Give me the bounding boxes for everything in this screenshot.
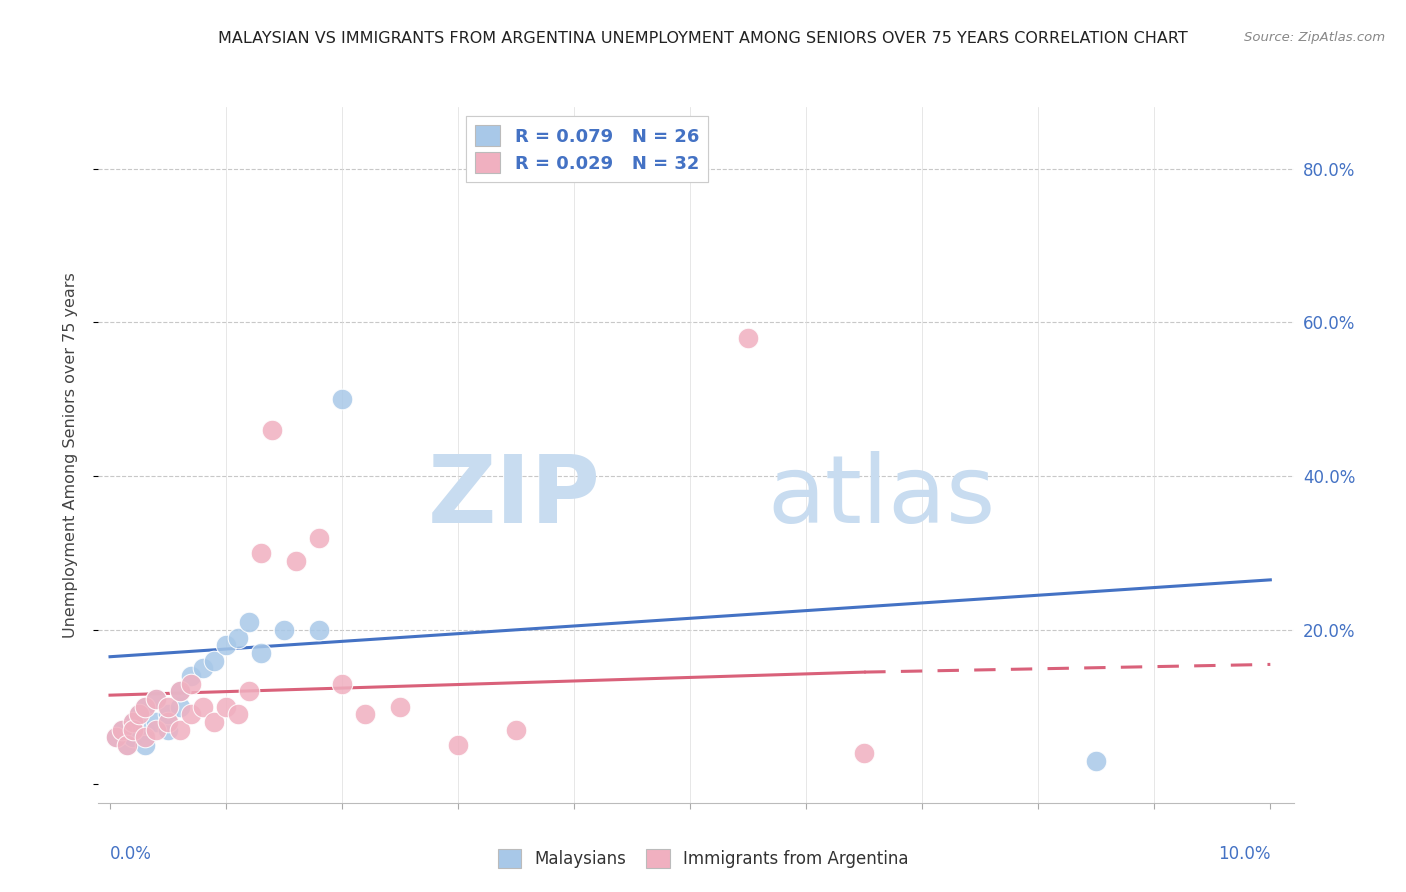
- Text: 10.0%: 10.0%: [1218, 845, 1270, 863]
- Point: [330, 676, 353, 690]
- Point: [111, 723, 134, 737]
- Point: [145, 723, 167, 737]
- Point: [111, 723, 134, 737]
- Point: [284, 554, 307, 568]
- Point: [128, 707, 150, 722]
- Point: [238, 684, 260, 698]
- Point: [128, 707, 150, 722]
- Point: [122, 731, 145, 745]
- Point: [737, 331, 759, 345]
- Point: [1085, 754, 1108, 768]
- Point: [447, 738, 470, 752]
- Point: [389, 699, 412, 714]
- Point: [191, 661, 214, 675]
- Point: [122, 715, 145, 730]
- Point: [157, 715, 180, 730]
- Point: [226, 631, 249, 645]
- Point: [853, 746, 876, 760]
- Point: [134, 723, 156, 737]
- Text: 0.0%: 0.0%: [110, 845, 152, 863]
- Point: [134, 699, 156, 714]
- Point: [157, 699, 180, 714]
- Point: [250, 646, 273, 660]
- Point: [145, 715, 167, 730]
- Point: [330, 392, 353, 407]
- Legend: R = 0.079   N = 26, R = 0.029   N = 32: R = 0.079 N = 26, R = 0.029 N = 32: [465, 116, 709, 182]
- Point: [505, 723, 527, 737]
- Point: [145, 692, 167, 706]
- Point: [134, 699, 156, 714]
- Y-axis label: Unemployment Among Seniors over 75 years: Unemployment Among Seniors over 75 years: [63, 272, 77, 638]
- Point: [215, 699, 238, 714]
- Legend: Malaysians, Immigrants from Argentina: Malaysians, Immigrants from Argentina: [491, 842, 915, 875]
- Point: [157, 707, 180, 722]
- Point: [180, 669, 202, 683]
- Point: [169, 723, 191, 737]
- Point: [238, 615, 260, 629]
- Text: MALAYSIAN VS IMMIGRANTS FROM ARGENTINA UNEMPLOYMENT AMONG SENIORS OVER 75 YEARS : MALAYSIAN VS IMMIGRANTS FROM ARGENTINA U…: [218, 31, 1188, 46]
- Point: [308, 623, 330, 637]
- Point: [104, 731, 127, 745]
- Point: [169, 684, 191, 698]
- Point: [250, 546, 273, 560]
- Point: [226, 707, 249, 722]
- Point: [215, 638, 238, 652]
- Point: [134, 738, 156, 752]
- Point: [262, 423, 284, 437]
- Point: [354, 707, 377, 722]
- Point: [169, 684, 191, 698]
- Point: [180, 707, 202, 722]
- Text: ZIP: ZIP: [427, 450, 600, 542]
- Point: [134, 731, 156, 745]
- Text: atlas: atlas: [768, 450, 995, 542]
- Point: [169, 699, 191, 714]
- Point: [117, 738, 139, 752]
- Point: [204, 654, 226, 668]
- Point: [204, 715, 226, 730]
- Point: [191, 699, 214, 714]
- Point: [273, 623, 295, 637]
- Text: Source: ZipAtlas.com: Source: ZipAtlas.com: [1244, 31, 1385, 45]
- Point: [104, 731, 127, 745]
- Point: [122, 723, 145, 737]
- Point: [180, 676, 202, 690]
- Point: [308, 531, 330, 545]
- Point: [145, 692, 167, 706]
- Point: [122, 715, 145, 730]
- Point: [157, 723, 180, 737]
- Point: [117, 738, 139, 752]
